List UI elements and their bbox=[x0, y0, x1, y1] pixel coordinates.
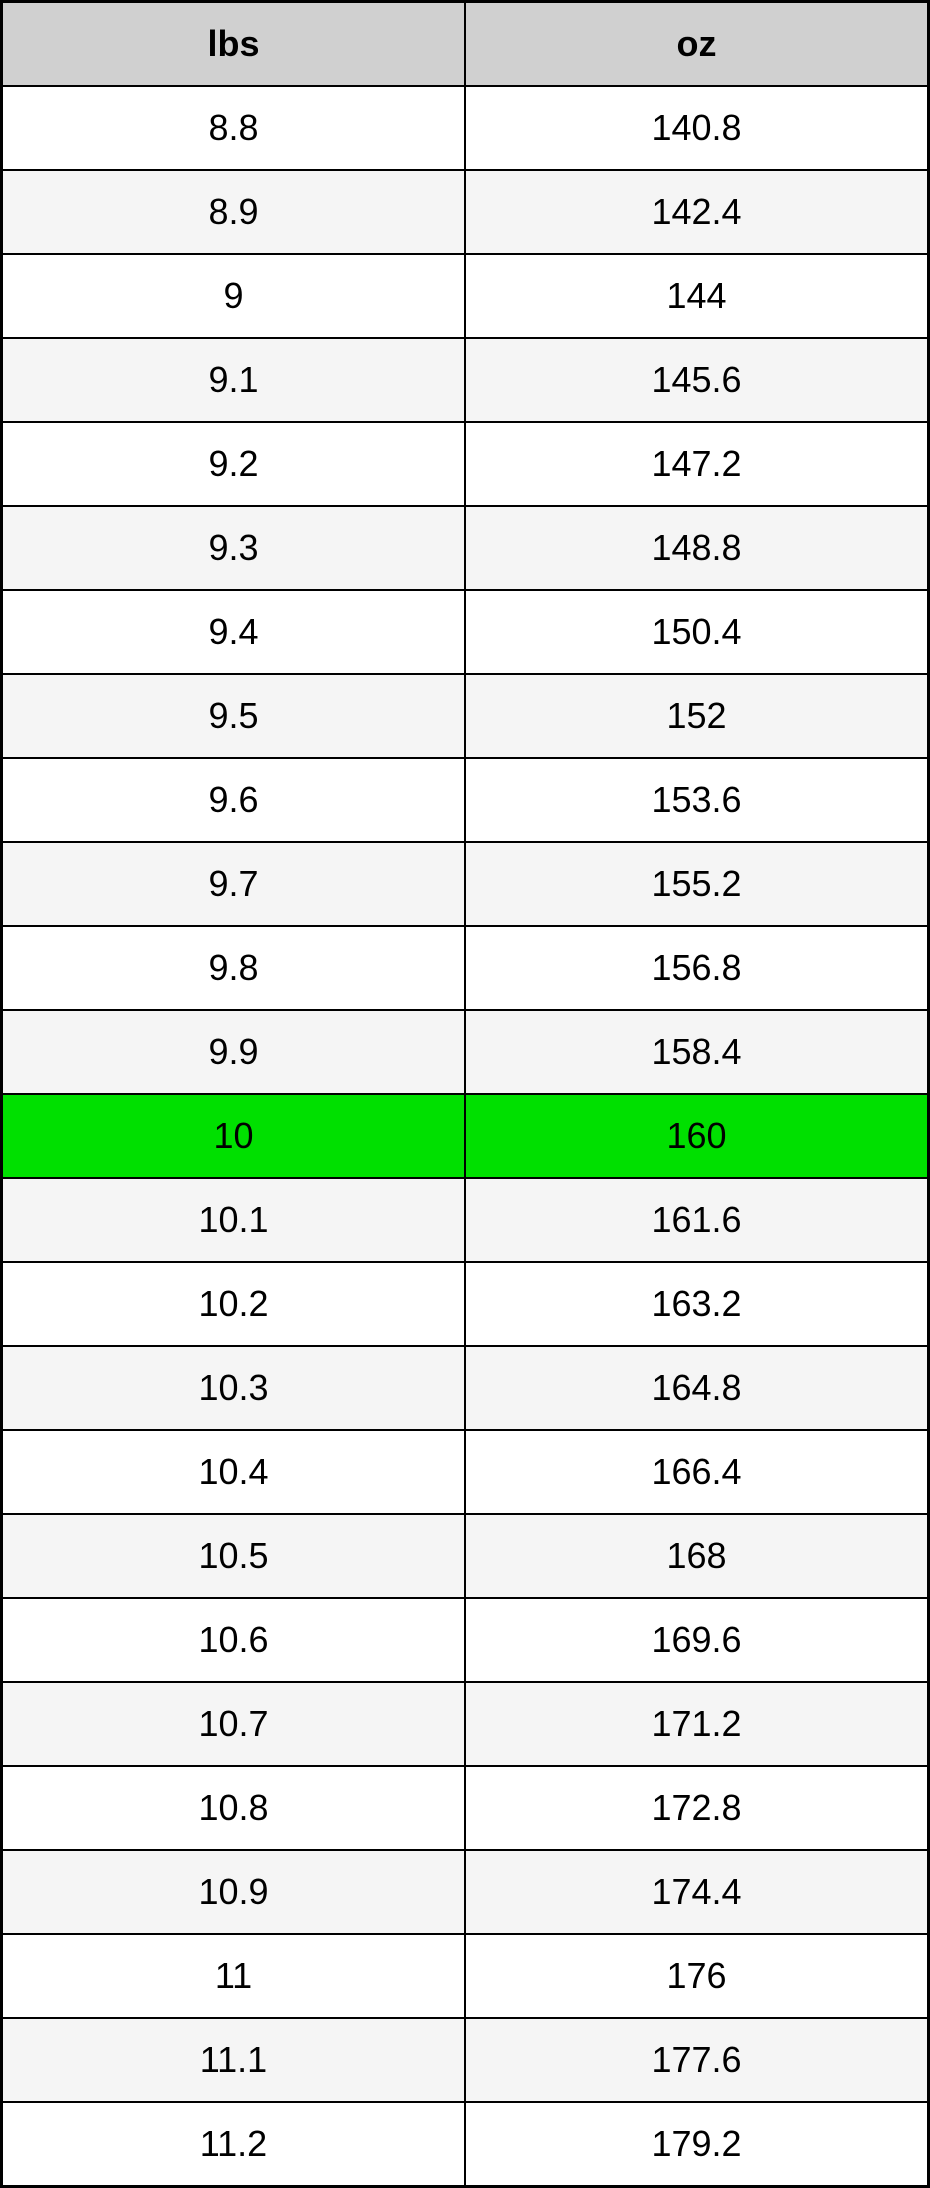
table-row: 10.3164.8 bbox=[2, 1346, 929, 1430]
header-oz: oz bbox=[465, 2, 929, 87]
table-row: 8.8140.8 bbox=[2, 86, 929, 170]
cell-oz: 147.2 bbox=[465, 422, 929, 506]
cell-oz: 177.6 bbox=[465, 2018, 929, 2102]
cell-oz: 166.4 bbox=[465, 1430, 929, 1514]
table-row: 9144 bbox=[2, 254, 929, 338]
cell-lbs: 9.2 bbox=[2, 422, 466, 506]
cell-oz: 142.4 bbox=[465, 170, 929, 254]
cell-lbs: 8.8 bbox=[2, 86, 466, 170]
cell-lbs: 9.6 bbox=[2, 758, 466, 842]
table-row: 11.1177.6 bbox=[2, 2018, 929, 2102]
table-row: 11176 bbox=[2, 1934, 929, 2018]
cell-lbs: 10.9 bbox=[2, 1850, 466, 1934]
cell-oz: 171.2 bbox=[465, 1682, 929, 1766]
table-row: 10.5168 bbox=[2, 1514, 929, 1598]
table-row: 10.6169.6 bbox=[2, 1598, 929, 1682]
table-row: 9.9158.4 bbox=[2, 1010, 929, 1094]
cell-lbs: 11.1 bbox=[2, 2018, 466, 2102]
cell-lbs: 10.3 bbox=[2, 1346, 466, 1430]
table-row: 9.8156.8 bbox=[2, 926, 929, 1010]
table-header: lbs oz bbox=[2, 2, 929, 87]
cell-oz: 163.2 bbox=[465, 1262, 929, 1346]
cell-lbs: 10 bbox=[2, 1094, 466, 1178]
cell-lbs: 8.9 bbox=[2, 170, 466, 254]
header-lbs: lbs bbox=[2, 2, 466, 87]
table-row: 9.4150.4 bbox=[2, 590, 929, 674]
cell-lbs: 10.8 bbox=[2, 1766, 466, 1850]
table-row: 8.9142.4 bbox=[2, 170, 929, 254]
conversion-table: lbs oz 8.8140.88.9142.491449.1145.69.214… bbox=[0, 0, 930, 2188]
table-row: 9.3148.8 bbox=[2, 506, 929, 590]
cell-oz: 164.8 bbox=[465, 1346, 929, 1430]
table-row: 9.5152 bbox=[2, 674, 929, 758]
cell-oz: 158.4 bbox=[465, 1010, 929, 1094]
cell-oz: 169.6 bbox=[465, 1598, 929, 1682]
table-row: 9.2147.2 bbox=[2, 422, 929, 506]
cell-lbs: 9.4 bbox=[2, 590, 466, 674]
cell-oz: 176 bbox=[465, 1934, 929, 2018]
cell-oz: 172.8 bbox=[465, 1766, 929, 1850]
cell-lbs: 10.6 bbox=[2, 1598, 466, 1682]
cell-oz: 161.6 bbox=[465, 1178, 929, 1262]
header-row: lbs oz bbox=[2, 2, 929, 87]
cell-lbs: 10.2 bbox=[2, 1262, 466, 1346]
cell-lbs: 9.1 bbox=[2, 338, 466, 422]
cell-oz: 156.8 bbox=[465, 926, 929, 1010]
cell-oz: 155.2 bbox=[465, 842, 929, 926]
cell-lbs: 10.4 bbox=[2, 1430, 466, 1514]
table-row: 9.7155.2 bbox=[2, 842, 929, 926]
table-row: 10.8172.8 bbox=[2, 1766, 929, 1850]
cell-oz: 150.4 bbox=[465, 590, 929, 674]
cell-oz: 174.4 bbox=[465, 1850, 929, 1934]
cell-lbs: 10.5 bbox=[2, 1514, 466, 1598]
cell-lbs: 9.5 bbox=[2, 674, 466, 758]
table-row: 10.4166.4 bbox=[2, 1430, 929, 1514]
table-row: 10.1161.6 bbox=[2, 1178, 929, 1262]
cell-lbs: 9 bbox=[2, 254, 466, 338]
cell-oz: 140.8 bbox=[465, 86, 929, 170]
table-row: 9.1145.6 bbox=[2, 338, 929, 422]
table-row: 10.2163.2 bbox=[2, 1262, 929, 1346]
table-row: 10.9174.4 bbox=[2, 1850, 929, 1934]
table-row: 9.6153.6 bbox=[2, 758, 929, 842]
cell-lbs: 9.8 bbox=[2, 926, 466, 1010]
table-row: 10160 bbox=[2, 1094, 929, 1178]
cell-lbs: 10.7 bbox=[2, 1682, 466, 1766]
conversion-table-container: lbs oz 8.8140.88.9142.491449.1145.69.214… bbox=[0, 0, 930, 2188]
cell-oz: 148.8 bbox=[465, 506, 929, 590]
cell-oz: 144 bbox=[465, 254, 929, 338]
cell-oz: 153.6 bbox=[465, 758, 929, 842]
table-body: 8.8140.88.9142.491449.1145.69.2147.29.31… bbox=[2, 86, 929, 2187]
table-row: 10.7171.2 bbox=[2, 1682, 929, 1766]
cell-lbs: 11 bbox=[2, 1934, 466, 2018]
cell-lbs: 10.1 bbox=[2, 1178, 466, 1262]
cell-lbs: 9.9 bbox=[2, 1010, 466, 1094]
cell-oz: 168 bbox=[465, 1514, 929, 1598]
cell-lbs: 9.7 bbox=[2, 842, 466, 926]
cell-oz: 160 bbox=[465, 1094, 929, 1178]
cell-oz: 145.6 bbox=[465, 338, 929, 422]
cell-oz: 152 bbox=[465, 674, 929, 758]
cell-lbs: 9.3 bbox=[2, 506, 466, 590]
